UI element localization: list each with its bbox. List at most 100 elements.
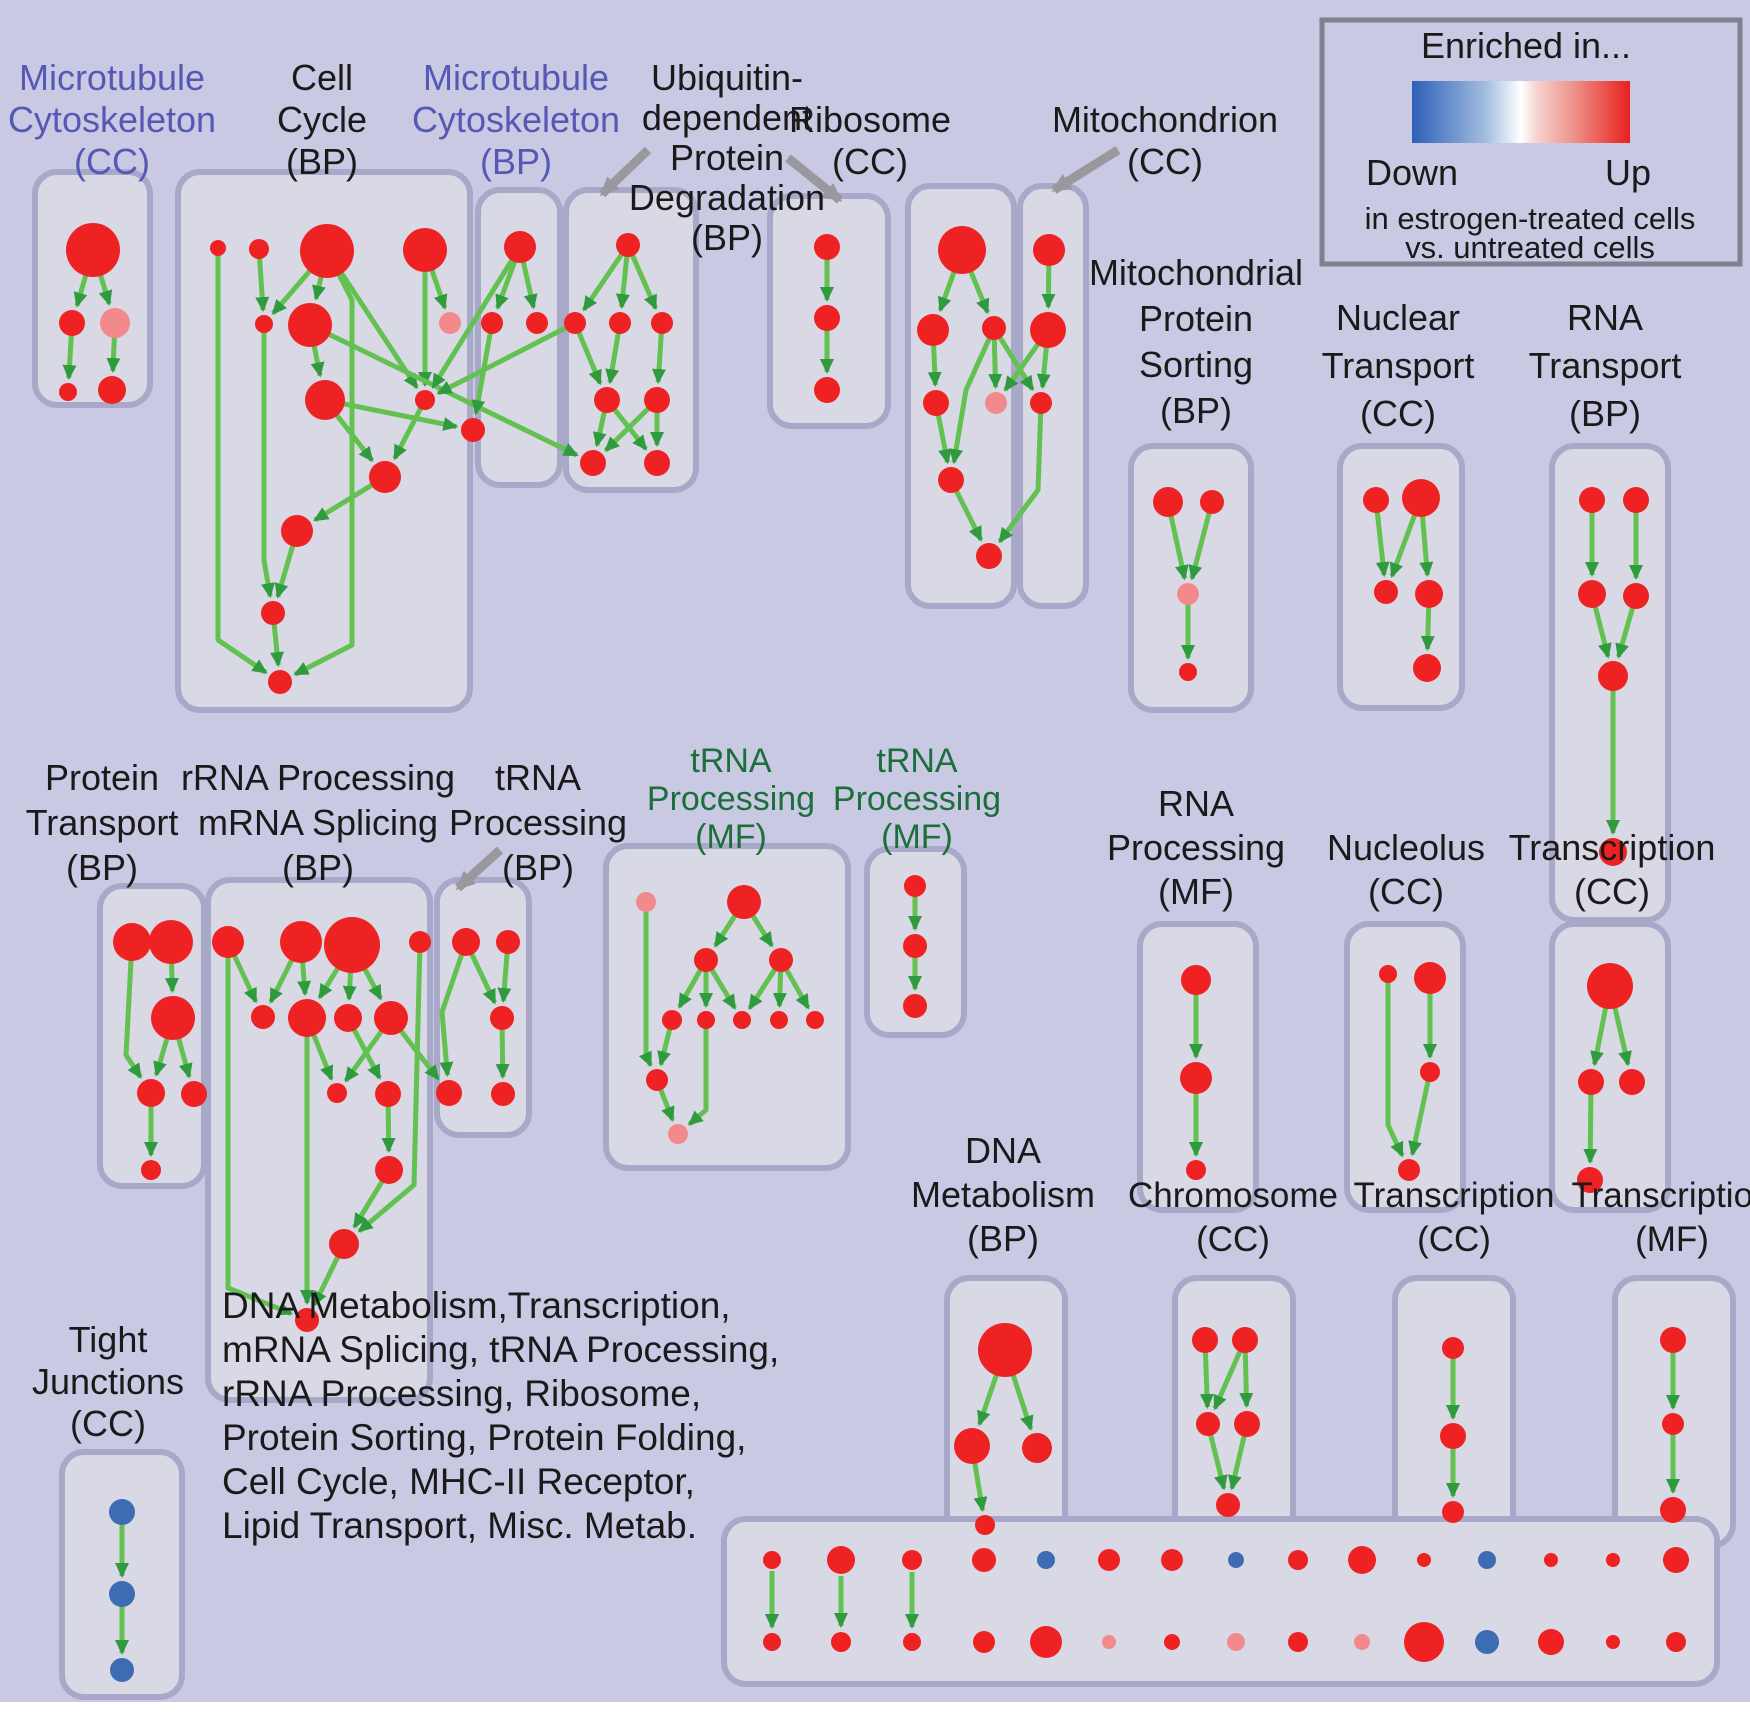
node-s3	[1022, 1433, 1052, 1463]
strip-node-top-1	[763, 1551, 781, 1569]
label-rna-transport-label: RNA Transport (BP)	[1529, 297, 1682, 434]
node-f7	[976, 543, 1002, 569]
node-l8	[374, 1001, 408, 1035]
strip-node-top-5	[1037, 1551, 1055, 1569]
node-v3	[1660, 1497, 1686, 1523]
node-n3	[694, 948, 718, 972]
cluster-box-mt-bp	[475, 187, 563, 488]
node-m2	[496, 930, 520, 954]
node-t3	[1196, 1412, 1220, 1436]
node-e1	[814, 234, 840, 260]
strip-node-top-9	[1288, 1550, 1308, 1570]
cluster-box-ubiquitin-wide	[563, 187, 699, 493]
edge-q3-q4	[1408, 1071, 1433, 1157]
strip-node-top-15	[1663, 1547, 1689, 1573]
node-q3	[1420, 1062, 1440, 1082]
label-rna-processing-label: RNA Processing (MF)	[1107, 783, 1285, 912]
strip-node-top-6	[1098, 1549, 1120, 1571]
node-m1	[452, 928, 480, 956]
node-n7	[733, 1011, 751, 1029]
node-g2	[1030, 312, 1066, 348]
edge-b8-c4	[324, 397, 459, 431]
node-a2	[59, 310, 85, 336]
node-h4	[1179, 663, 1197, 681]
strip-node-bottom-15	[1666, 1632, 1686, 1652]
node-q4	[1398, 1159, 1420, 1181]
edge-b2-b5	[255, 248, 270, 313]
cluster-box-nuclear-transport	[1337, 443, 1465, 711]
label-rrna-label: rRNA Processing mRNA Splicing (BP)	[181, 757, 455, 888]
node-e3	[814, 377, 840, 403]
node-b1	[210, 240, 226, 256]
node-d4	[651, 312, 673, 334]
cluster-box-mt-cc	[32, 169, 153, 408]
node-p1	[1181, 965, 1211, 995]
edge-g3-f7	[997, 402, 1044, 544]
node-j2	[1623, 487, 1649, 513]
node-d3	[609, 312, 631, 334]
node-q2	[1414, 962, 1446, 994]
annotation-arrow-ubiquitin-to-wide-box	[598, 146, 652, 198]
legend-down-label: Down	[1366, 152, 1458, 193]
label-cell-cycle-label: Cell Cycle (BP)	[277, 57, 367, 182]
label-mitochondrion-label: Mitochondrion (CC)	[1052, 99, 1278, 182]
edge-l4-l12	[357, 941, 423, 1234]
edge-m1-m4	[439, 941, 469, 1078]
strip-node-top-10	[1348, 1546, 1376, 1574]
label-ubiquitin-label: Ubiquitin-dependent Protein Degradation (BP…	[629, 57, 825, 258]
node-k4	[137, 1079, 165, 1107]
strip-node-top-8	[1228, 1552, 1244, 1568]
node-r2	[1578, 1069, 1604, 1095]
node-w2	[109, 1581, 135, 1607]
cluster-box-transcription-cc	[1549, 921, 1671, 1213]
edge-b1-b13	[215, 248, 268, 675]
edge-l1-l13	[225, 942, 294, 1316]
edge-d2-b9	[436, 320, 577, 396]
node-k3	[151, 996, 195, 1040]
nodes-layer	[59, 223, 1686, 1682]
node-i3	[1374, 580, 1398, 604]
node-i2	[1402, 479, 1440, 517]
node-k1	[113, 923, 151, 961]
node-k5	[181, 1081, 207, 1107]
cluster-box-dna-metabolism	[944, 1275, 1068, 1549]
edge-k1-k4	[123, 941, 143, 1079]
strip-node-top-13	[1544, 1553, 1558, 1567]
strip-node-bottom-3	[903, 1633, 921, 1651]
node-i1	[1363, 487, 1389, 513]
node-t1	[1192, 1327, 1218, 1353]
node-b11	[281, 515, 313, 547]
node-s4	[975, 1515, 995, 1535]
node-a4	[59, 383, 77, 401]
node-a1	[66, 223, 120, 277]
node-l11	[375, 1156, 403, 1184]
node-l6	[288, 999, 326, 1037]
node-v1	[1660, 1327, 1686, 1353]
node-k6	[141, 1160, 161, 1180]
annotation-arrow-mitochondrion-to-box	[1051, 146, 1121, 194]
label-nucleolus-label: Nucleolus (CC)	[1327, 827, 1485, 912]
label-protein-transport-label: Protein Transport (BP)	[26, 757, 179, 888]
label-chromosome-label: Chromosome (CC)	[1128, 1176, 1338, 1259]
edge-b9-b10	[392, 398, 428, 461]
node-n6	[697, 1011, 715, 1029]
edge-b3-b13	[293, 249, 355, 677]
node-b7	[439, 312, 461, 334]
label-dna-metabolism-label: DNA Metabolism (BP)	[911, 1130, 1095, 1259]
node-b10	[369, 461, 401, 493]
bottom-margin-strip	[0, 1702, 1750, 1715]
node-n4	[769, 948, 793, 972]
strip-node-bottom-6	[1102, 1635, 1116, 1649]
node-n10	[646, 1069, 668, 1091]
strip-node-bottom-1	[763, 1633, 781, 1651]
node-e2	[814, 305, 840, 331]
strip-node-top-7	[1161, 1549, 1183, 1571]
node-w3	[110, 1658, 134, 1682]
strip-node-bottom-10	[1354, 1634, 1370, 1650]
node-l10	[375, 1081, 401, 1107]
label-transcription-cc2-label: Transcription (CC)	[1354, 1176, 1555, 1259]
node-c2	[481, 312, 503, 334]
legend-title: Enriched in...	[1421, 25, 1631, 66]
node-a5	[98, 376, 126, 404]
node-o1	[904, 875, 926, 897]
